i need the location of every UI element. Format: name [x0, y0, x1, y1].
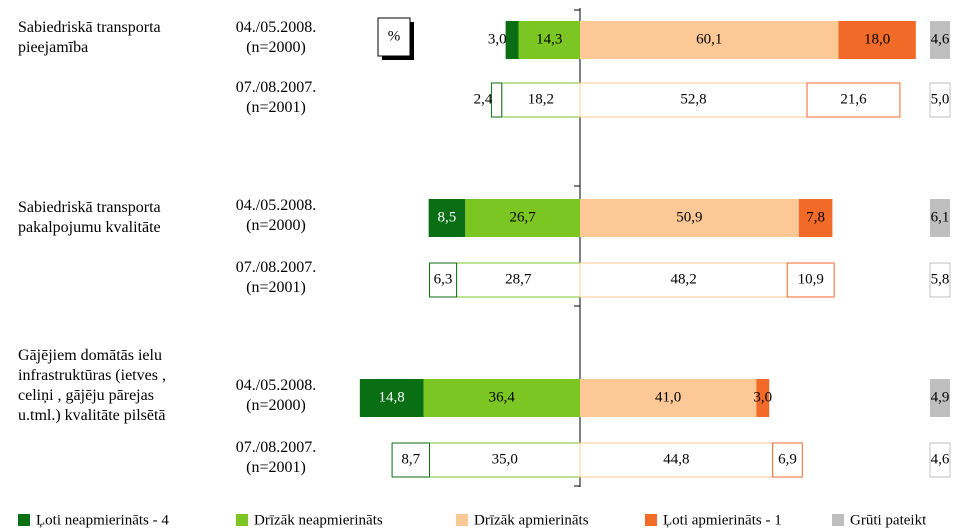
bar-segment	[490, 82, 503, 118]
bar-segment	[786, 262, 835, 298]
value-label: 44,8	[663, 451, 689, 467]
row-label: 04./05.2008. (n=2000)	[235, 377, 317, 414]
bar-segment	[929, 82, 951, 118]
bar-segment	[423, 379, 580, 417]
value-label: 18,0	[864, 31, 890, 47]
legend-label: Grūti pateikt	[850, 512, 927, 528]
value-label: 5,0	[931, 91, 950, 107]
legend-label: Ļoti neapmierināts - 4	[36, 512, 169, 528]
bar-segment	[580, 21, 839, 59]
value-label: 36,4	[489, 389, 516, 405]
bar-segment	[930, 21, 950, 59]
bar-segment	[391, 442, 430, 478]
bar-segment	[428, 199, 466, 237]
legend-swatch	[456, 514, 468, 526]
bar-segment	[929, 442, 951, 478]
row-label: 07./08.2007. (n=2001)	[235, 259, 317, 296]
value-label: 2,4	[474, 91, 493, 107]
value-label: 8,5	[438, 209, 457, 225]
bar-segment	[756, 379, 770, 417]
legend-swatch	[236, 514, 248, 526]
value-label: 26,7	[509, 209, 536, 225]
bar-segment	[580, 379, 757, 417]
value-label: 52,8	[680, 91, 706, 107]
value-label: 60,1	[696, 31, 722, 47]
value-label: 7,8	[806, 209, 825, 225]
bar-segment	[772, 442, 803, 478]
value-label: 6,3	[434, 271, 453, 287]
value-label: 3,0	[753, 389, 772, 405]
unit-box	[377, 17, 411, 57]
value-label: 8,7	[401, 451, 420, 467]
group-label: Sabiedriskā transporta pieejamība	[18, 19, 161, 56]
value-label: 41,0	[655, 389, 681, 405]
bar-segment	[838, 21, 916, 59]
value-label: 18,2	[528, 91, 554, 107]
legend-label: Ļoti apmierināts - 1	[663, 512, 782, 528]
bar-segment	[579, 442, 774, 478]
value-label: 28,7	[505, 271, 532, 287]
bar-segment	[580, 199, 799, 237]
value-label: 4,6	[931, 31, 950, 47]
legend-label: Drīzāk apmierināts	[474, 512, 589, 528]
value-label: 4,6	[931, 451, 950, 467]
value-label: 10,9	[798, 271, 824, 287]
bar-segment	[798, 199, 833, 237]
value-label: 48,2	[671, 271, 697, 287]
legend-swatch	[832, 514, 844, 526]
row-label: 07./08.2007. (n=2001)	[235, 439, 317, 476]
value-label: 35,0	[492, 451, 518, 467]
legend-swatch	[18, 514, 30, 526]
bar-segment	[518, 21, 580, 59]
group-label: Sabiedriskā transporta pakalpojumu kvali…	[18, 199, 161, 236]
bar-segment	[429, 262, 458, 298]
unit-label: %	[388, 28, 401, 44]
value-label: 14,8	[379, 389, 405, 405]
value-label: 6,9	[778, 451, 797, 467]
bar-segment	[359, 379, 424, 417]
group-label: Gājējiem domātās ielu infrastruktūras (i…	[18, 347, 166, 424]
legend-swatch	[645, 514, 657, 526]
value-label: 21,6	[840, 91, 867, 107]
row-label: 04./05.2008. (n=2000)	[235, 19, 317, 56]
bar-segment	[579, 82, 808, 118]
bar-segment	[930, 199, 950, 237]
value-label: 3,0	[488, 31, 507, 47]
bar-segment	[930, 379, 950, 417]
bar-segment	[465, 199, 580, 237]
bar-segment	[505, 21, 519, 59]
value-label: 14,3	[536, 31, 562, 47]
bar-segment	[806, 82, 901, 118]
legend-label: Drīzāk neapmierināts	[254, 512, 383, 528]
value-label: 4,9	[931, 389, 950, 405]
bar-segment	[929, 262, 951, 298]
row-label: 07./08.2007. (n=2001)	[235, 79, 317, 116]
value-label: 5,8	[931, 271, 950, 287]
value-label: 6,1	[931, 209, 950, 225]
value-label: 50,9	[676, 209, 702, 225]
row-label: 04./05.2008. (n=2000)	[235, 197, 317, 234]
